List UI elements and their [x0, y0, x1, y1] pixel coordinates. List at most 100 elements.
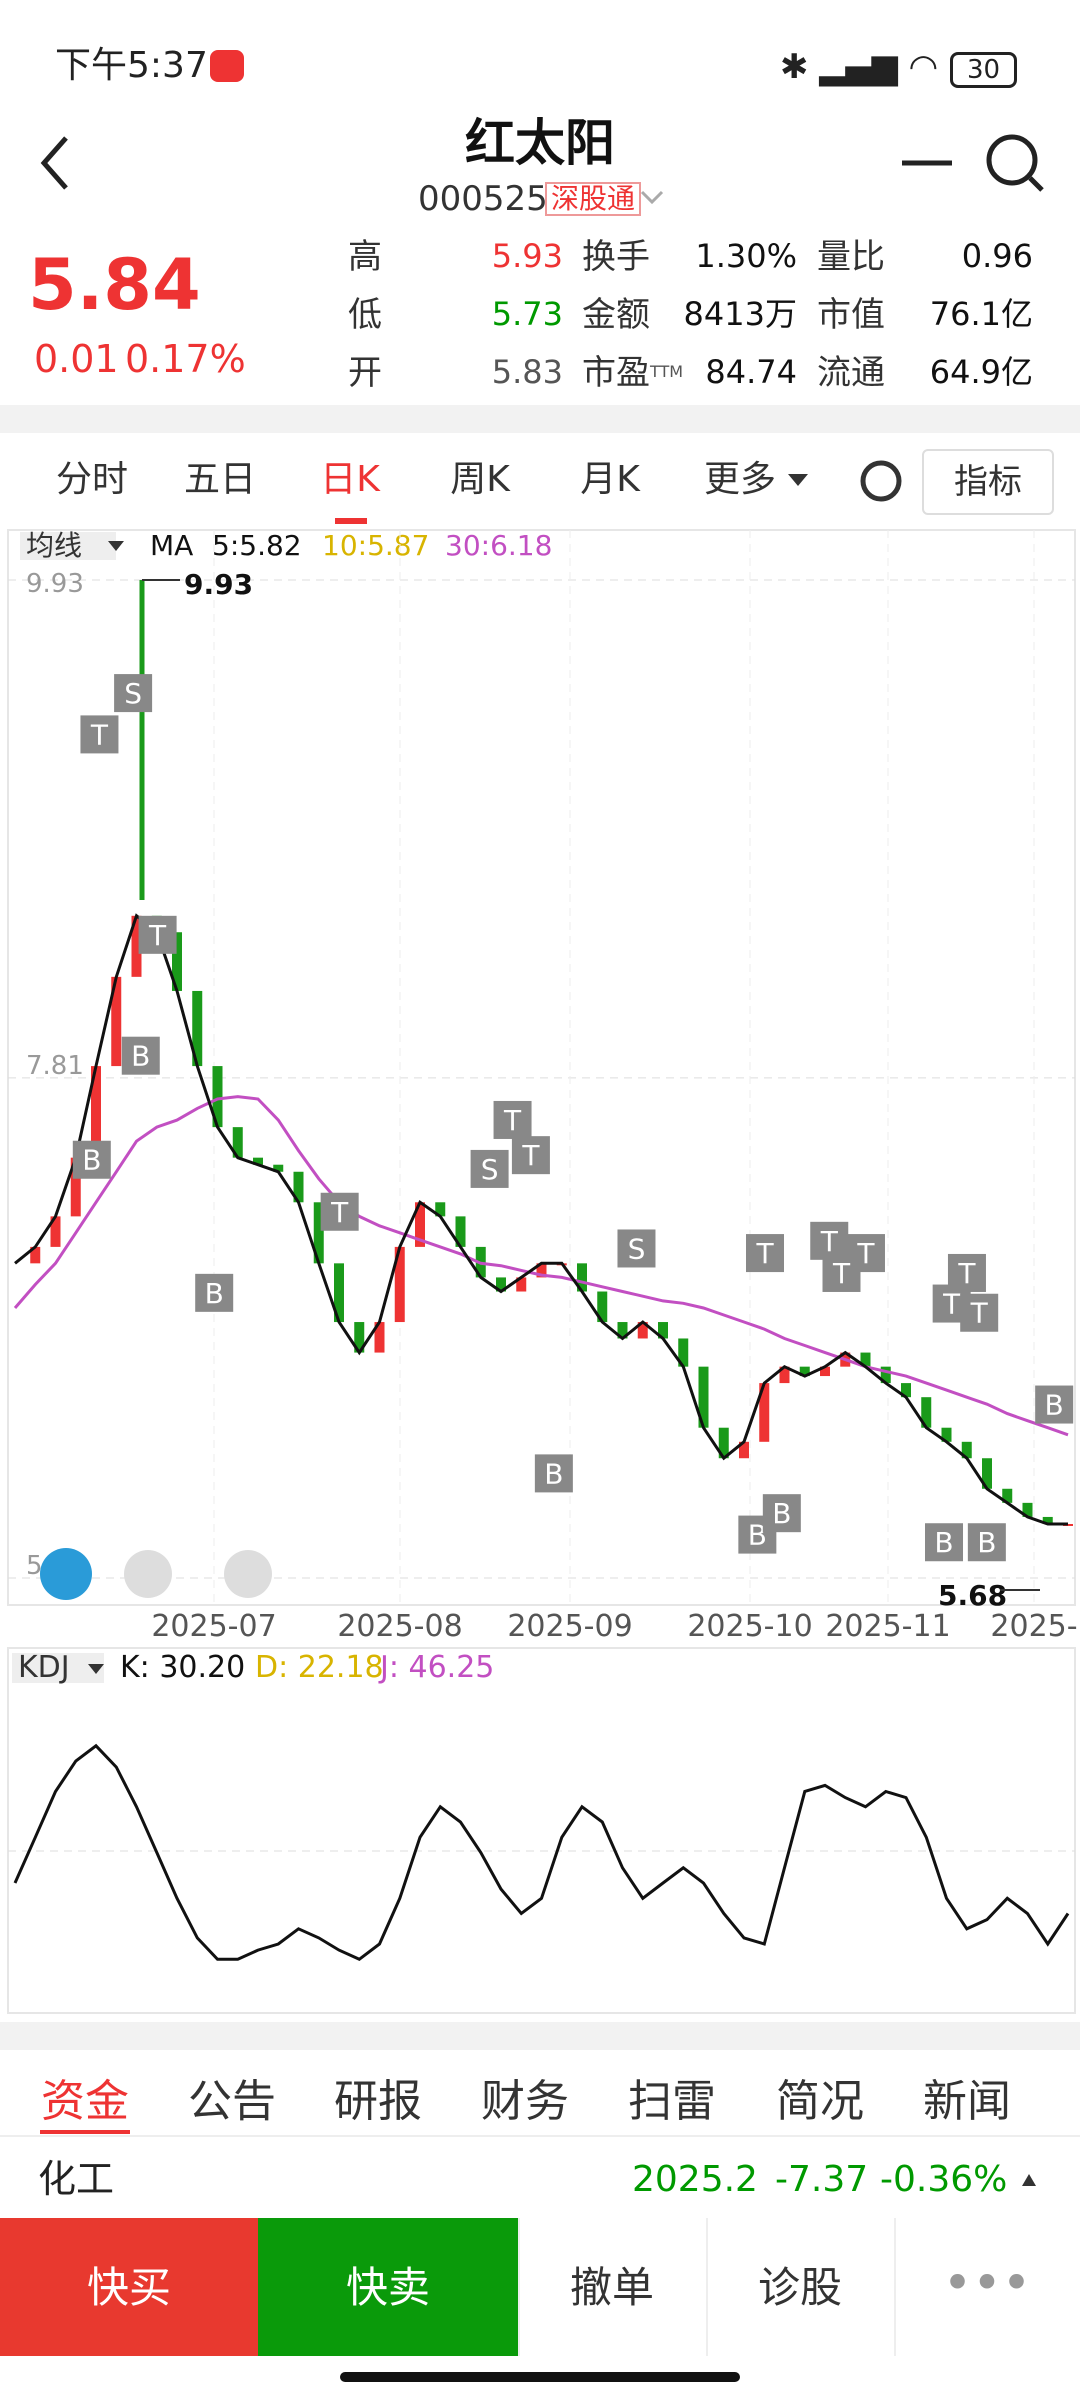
- signal-marker: [195, 1273, 234, 1312]
- period-tab[interactable]: 日K: [320, 459, 380, 500]
- signal-marker: [810, 1221, 849, 1260]
- stat-value: 76.1亿: [929, 295, 1033, 333]
- candle: [435, 1202, 446, 1217]
- candle: [394, 1246, 405, 1323]
- period-tab[interactable]: 月K: [580, 459, 640, 500]
- signal-marker: [534, 1454, 573, 1493]
- y-tick-label: 9.93: [26, 569, 84, 599]
- ma10-legend: 10:5.87: [322, 529, 430, 562]
- info-tab[interactable]: 资金: [41, 2076, 129, 2127]
- candle: [799, 1366, 810, 1377]
- info-tab[interactable]: 扫雷: [628, 2076, 716, 2127]
- candle: [455, 1216, 466, 1247]
- period-tab[interactable]: 更多: [703, 459, 777, 500]
- ma-label: MA: [150, 529, 194, 562]
- candle: [313, 1202, 324, 1264]
- signal-label: T: [832, 1257, 851, 1290]
- action-label[interactable]: 快买: [86, 2263, 172, 2312]
- signal-marker: [1035, 1385, 1074, 1424]
- candle: [30, 1246, 41, 1264]
- k-line: [13, 1743, 1070, 1962]
- candle: [779, 1366, 790, 1384]
- action-button[interactable]: [518, 2218, 708, 2356]
- kdj-k: K: 30.20: [120, 1650, 246, 1685]
- more-button[interactable]: [894, 2218, 1080, 2356]
- candle: [901, 1383, 911, 1398]
- kdj-menu[interactable]: KDJ: [12, 1653, 104, 1683]
- info-tab[interactable]: 研报: [334, 2076, 422, 2127]
- candle: [577, 1263, 587, 1292]
- action-button[interactable]: [258, 2218, 518, 2356]
- home-indicator: [340, 2372, 740, 2382]
- info-tab[interactable]: 财务: [481, 2076, 569, 2127]
- info-tab[interactable]: 新闻: [923, 2076, 1011, 2127]
- k-button: [40, 1548, 92, 1600]
- info-tab[interactable]: 公告: [188, 2076, 276, 2127]
- signal-label: B: [82, 1144, 101, 1177]
- candle: [678, 1338, 689, 1367]
- signal-label: T: [148, 919, 167, 952]
- candle: [1042, 1516, 1053, 1524]
- signal-label: B: [1045, 1389, 1064, 1422]
- candle: [820, 1366, 830, 1377]
- kdj-separator: [0, 2022, 1080, 2050]
- zoom-in: [224, 1550, 272, 1598]
- stat-label: 开: [348, 353, 382, 393]
- settings-button: [860, 460, 902, 502]
- action-label[interactable]: 诊股: [757, 2263, 843, 2312]
- signal-label: B: [977, 1526, 996, 1559]
- signal-label: B: [748, 1519, 767, 1552]
- indicator-button[interactable]: 指标: [922, 449, 1054, 515]
- candle: [961, 1441, 972, 1459]
- period-tab[interactable]: 五日: [183, 459, 257, 500]
- period-tab[interactable]: 分时: [55, 459, 129, 500]
- action-button[interactable]: [0, 2218, 258, 2356]
- signal-label: T: [942, 1288, 961, 1321]
- candle: [698, 1366, 709, 1428]
- candle: [50, 1216, 61, 1247]
- signal-marker: [746, 1234, 784, 1273]
- action-button[interactable]: [706, 2218, 896, 2356]
- sector-change-pct: -0.36%: [880, 2159, 1008, 2200]
- candle: [354, 1322, 365, 1353]
- candle: [293, 1171, 304, 1203]
- stat-label: 换手: [582, 237, 650, 277]
- pe-suffix: TTM: [650, 362, 684, 381]
- signal-label: S: [481, 1153, 499, 1186]
- action-label[interactable]: 撤单: [569, 2263, 655, 2312]
- ma-menu[interactable]: 均线: [20, 532, 117, 560]
- signal-label: T: [820, 1225, 839, 1258]
- info-tab[interactable]: 简况: [776, 2076, 864, 2127]
- signal-label: B: [205, 1277, 224, 1310]
- stat-label: 市盈: [582, 353, 650, 393]
- period-tab[interactable]: 周K: [450, 459, 510, 500]
- signal-label: T: [957, 1257, 976, 1290]
- signal-label: T: [970, 1297, 989, 1330]
- candle: [192, 990, 203, 1067]
- more-caret: [788, 474, 808, 486]
- battery: 30: [950, 52, 1018, 88]
- ma30-line: [13, 1095, 1069, 1437]
- signal-marker: [822, 1253, 861, 1292]
- signal-label: T: [90, 718, 109, 751]
- ma-caret: [108, 541, 124, 551]
- candle: [131, 915, 142, 977]
- x-tick-label: 2025-11: [825, 1609, 950, 1644]
- signal-marker: [617, 1229, 656, 1268]
- stat-value: 84.74: [705, 353, 797, 391]
- signal-label: B: [544, 1457, 563, 1490]
- candle: [334, 1263, 344, 1323]
- back-button: [40, 136, 68, 190]
- sector-name: 化工: [38, 2157, 115, 2201]
- stat-value: 5.73: [491, 295, 563, 333]
- sector-caret: [1022, 2174, 1036, 2186]
- x-tick-label: 2025-09: [507, 1609, 632, 1644]
- candle: [253, 1157, 263, 1165]
- action-label[interactable]: 快卖: [345, 2263, 431, 2312]
- kdj-d: D: 22.18: [255, 1650, 384, 1685]
- candle: [759, 1383, 770, 1442]
- stock-code: 000525: [418, 179, 548, 219]
- candle: [637, 1322, 648, 1339]
- stat-value: 5.83: [491, 353, 563, 391]
